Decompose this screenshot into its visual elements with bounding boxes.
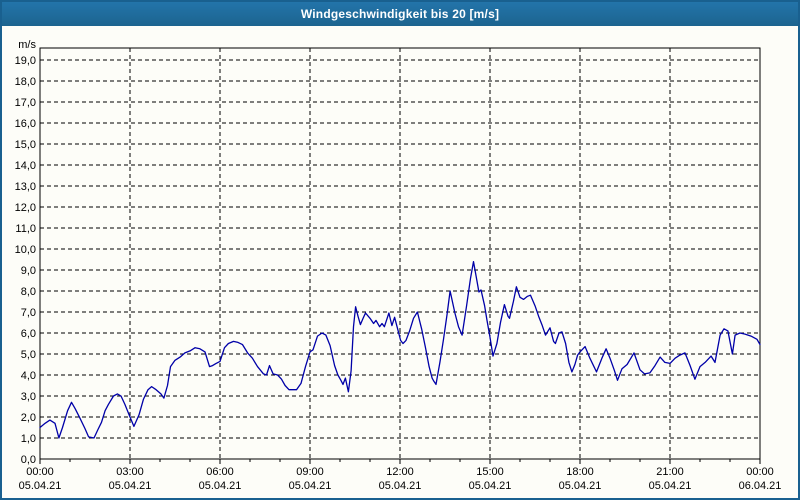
x-tick-time-label: 21:00 (656, 466, 684, 478)
y-tick-label: 11,0 (15, 223, 36, 235)
x-tick-time-label: 00:00 (26, 466, 54, 478)
y-tick-label: 9,0 (21, 265, 36, 277)
window-title: Windgeschwindigkeit bis 20 [m/s] (300, 7, 500, 21)
x-tick-date-label: 05.04.21 (289, 480, 332, 492)
wind-speed-line-chart: 0,0 1,0 2,0 3,0 4,0 5,0 6,0 7,0 8,0 9,0 10,0 11,0 12… (15, 39, 782, 492)
x-tick-date-label: 05.04.21 (199, 480, 242, 492)
y-tick-label: 12,0 (15, 202, 36, 214)
y-tick-label: 8,0 (21, 286, 36, 298)
x-tick-date-label: 05.04.21 (649, 480, 692, 492)
y-tick-label: 1,0 (21, 433, 36, 445)
x-tick-time-label: 06:00 (206, 466, 234, 478)
x-tick-date-label: 05.04.21 (379, 480, 422, 492)
y-tick-label: 5,0 (21, 349, 36, 361)
x-tick-date-label: 05.04.21 (109, 480, 152, 492)
y-tick-label: 2,0 (21, 412, 36, 424)
x-tick-time-label: 18:00 (566, 466, 594, 478)
y-tick-label: 14,0 (15, 160, 36, 172)
title-bar: Windgeschwindigkeit bis 20 [m/s] (2, 2, 798, 26)
x-tick-date-label: 06.04.21 (739, 480, 782, 492)
y-axis-unit-label: m/s (18, 39, 36, 51)
x-tick-time-label: 09:00 (296, 466, 324, 478)
y-tick-label: 15,0 (15, 139, 36, 151)
x-tick-time-label: 12:00 (386, 466, 414, 478)
y-tick-label: 16,0 (15, 118, 36, 130)
x-tick-date-label: 05.04.21 (19, 480, 62, 492)
y-tick-label: 4,0 (21, 370, 36, 382)
wind-speed-series-line (39, 260, 761, 439)
x-tick-time-label: 00:00 (746, 466, 774, 478)
y-tick-label: 7,0 (21, 307, 36, 319)
x-tick-date-label: 05.04.21 (559, 480, 602, 492)
chart-area: 0,0 1,0 2,0 3,0 4,0 5,0 6,0 7,0 8,0 9,0 10,0 11,0 12… (2, 26, 798, 498)
x-tick-date-label: 05.04.21 (469, 480, 512, 492)
y-tick-label: 10,0 (15, 244, 36, 256)
x-tick-time-label: 03:00 (116, 466, 144, 478)
y-tick-label: 18,0 (15, 76, 36, 88)
y-tick-label: 0,0 (21, 454, 36, 466)
y-tick-label: 6,0 (21, 328, 36, 340)
y-tick-label: 13,0 (15, 181, 36, 193)
x-tick-time-label: 15:00 (476, 466, 504, 478)
y-tick-label: 3,0 (21, 391, 36, 403)
y-tick-label: 19,0 (15, 55, 36, 67)
y-tick-label: 17,0 (15, 97, 36, 109)
